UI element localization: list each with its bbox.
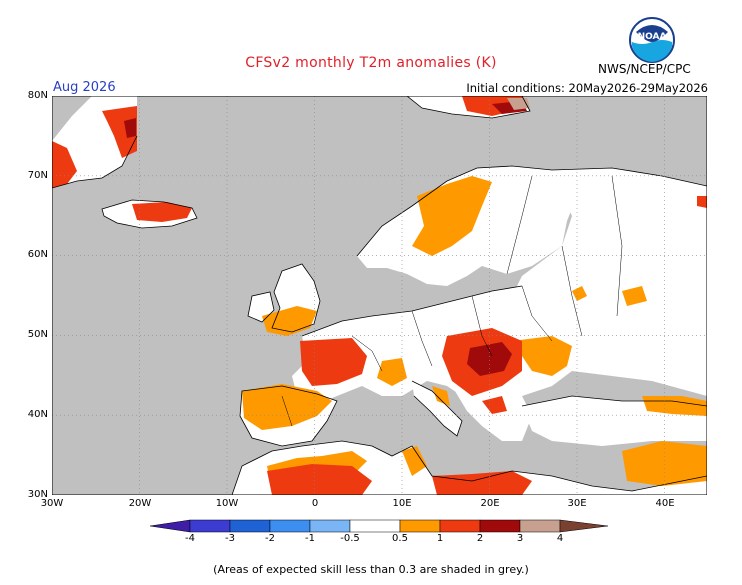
colorbar-label: -4 <box>185 533 195 544</box>
lon-tick-label: 30W <box>40 498 64 509</box>
anomaly-map <box>52 96 707 495</box>
colorbar-segment <box>399 519 441 533</box>
colorbar-label: 4 <box>556 533 564 544</box>
country-borders <box>281 175 623 427</box>
lat-tick-label: 30N <box>27 489 48 500</box>
colorbar-segment <box>189 519 231 533</box>
forecast-period: Aug 2026 <box>53 80 116 95</box>
initial-conditions: Initial conditions: 20May2026-29May2026 <box>466 81 708 95</box>
colorbar-segment <box>439 519 481 533</box>
colorbar-label: 2 <box>476 533 484 544</box>
lon-tick-label: 20W <box>128 498 152 509</box>
logo-text: NOAA <box>638 32 667 42</box>
lon-tick-label: 0 <box>311 498 319 509</box>
colorbar-segment <box>349 519 401 533</box>
map-title: CFSv2 monthly T2m anomalies (K) <box>245 55 497 71</box>
colorbar-high-arrow <box>559 519 609 533</box>
colorbar-label: 1 <box>436 533 444 544</box>
colorbar-segment <box>229 519 271 533</box>
colorbar-label: -3 <box>225 533 235 544</box>
lat-tick-label: 40N <box>27 409 48 420</box>
colorbar-label: -1 <box>305 533 315 544</box>
lon-tick-label: 30E <box>567 498 587 509</box>
colorbar-segment <box>269 519 311 533</box>
colorbar-segment <box>309 519 351 533</box>
lat-tick-label: 80N <box>27 90 48 101</box>
colorbar-label: 3 <box>516 533 524 544</box>
colorbar-label: 0.5 <box>392 533 408 544</box>
noaa-logo: NOAA <box>629 17 675 63</box>
colorbar-segment <box>519 519 561 533</box>
italy-land <box>412 381 462 436</box>
lat-tick-label: 60N <box>27 249 48 260</box>
colorbar-low-arrow <box>150 519 191 533</box>
lat-tick-label: 50N <box>27 329 48 340</box>
russia-land <box>512 168 707 396</box>
lon-tick-label: 20E <box>480 498 500 509</box>
colorbar-label: -2 <box>265 533 275 544</box>
lon-tick-label: 40E <box>655 498 675 509</box>
colorbar-segment <box>479 519 521 533</box>
colorbar <box>150 519 609 533</box>
lon-tick-label: 10W <box>215 498 239 509</box>
skill-footnote: (Areas of expected skill less than 0.3 a… <box>213 563 529 576</box>
agency-label: NWS/NCEP/CPC <box>598 62 691 76</box>
lat-tick-label: 70N <box>27 170 48 181</box>
lon-tick-label: 10E <box>392 498 412 509</box>
graticule <box>52 96 707 495</box>
colorbar-label: -0.5 <box>340 533 360 544</box>
